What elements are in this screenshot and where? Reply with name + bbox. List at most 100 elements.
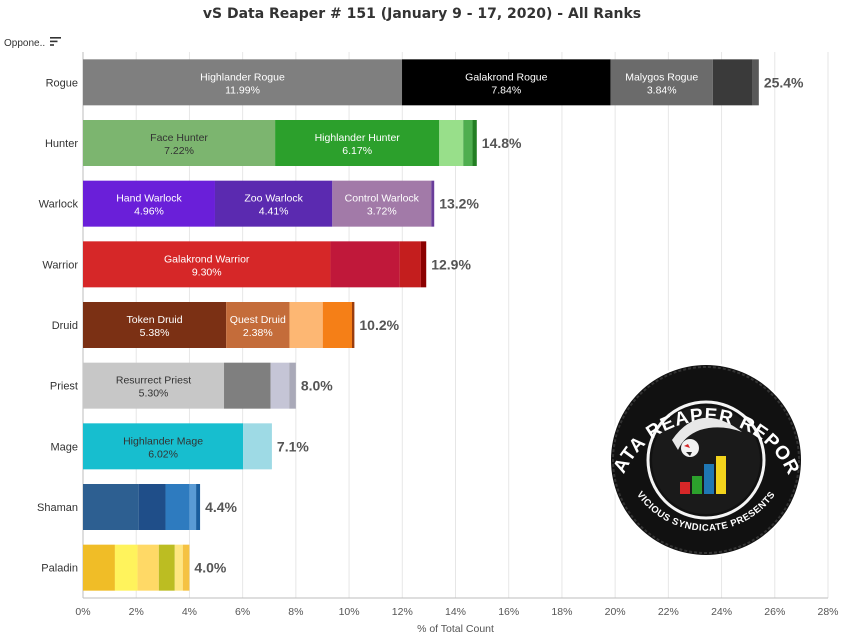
bar-total-label: 12.9% [431,256,471,272]
segment-name-label: Quest Druid [230,314,286,326]
x-tick-label: 10% [339,606,360,618]
x-tick-label: 16% [498,606,519,618]
segment-value-label: 7.84% [491,84,521,96]
segment-value-label: 2.38% [243,327,273,339]
x-tick-label: 14% [445,606,466,618]
bar-segment[interactable] [137,544,159,591]
bar-segment[interactable] [214,180,333,227]
x-tick-label: 18% [551,606,572,618]
bar-segment[interactable] [83,241,331,288]
bar-total-label: 7.1% [277,438,309,454]
segment-value-label: 3.84% [647,84,677,96]
bar-segment[interactable] [158,544,175,591]
bar-segment[interactable] [83,59,403,106]
x-tick-label: 24% [711,606,732,618]
segment-name-label: Token Druid [127,314,183,326]
bar-segment[interactable] [472,120,477,166]
bar-segment[interactable] [224,362,271,409]
bar-segment[interactable] [83,484,139,530]
bar-segment[interactable] [463,120,473,166]
bar-total-label: 13.2% [439,196,479,212]
segment-name-label: Malygos Rogue [625,71,698,83]
bar-segment[interactable] [138,484,166,530]
segment-name-label: Zoo Warlock [244,193,303,205]
category-label: Shaman [37,502,78,514]
segment-value-label: 9.30% [192,266,222,278]
x-tick-label: 0% [75,606,90,618]
segment-name-label: Highlander Mage [123,435,203,447]
segment-name-label: Resurrect Priest [116,375,191,387]
bar-segment[interactable] [322,302,352,348]
bar-segment[interactable] [712,59,753,106]
segment-value-label: 6.17% [342,145,372,157]
bar-total-label: 25.4% [764,74,804,90]
category-label: Warlock [39,199,79,211]
bar-segment[interactable] [226,302,290,348]
category-labels: Rogue 25.4% Hunter 14.8% Warlock 13.2% Warrior… [37,74,804,575]
x-tick-label: 26% [764,606,785,618]
segment-name-label: Face Hunter [150,132,208,144]
bar-segment[interactable] [165,484,190,530]
bar-segment[interactable] [174,544,183,591]
bar-segment[interactable] [83,544,115,591]
segment-name-label: Hand Warlock [116,193,182,205]
x-axis-ticks: 0% 2% 4% 6% 8% 10% 12% 14% 16% 18% 20% 22% 24% 26% 28% [75,606,838,618]
x-axis-title: % of Total Count [417,623,494,635]
bar-segment[interactable] [243,423,272,470]
x-tick-label: 22% [658,606,679,618]
bar-segment[interactable] [196,484,201,530]
bar-segment[interactable] [402,59,611,106]
segment-value-label: 7.22% [164,145,194,157]
category-label: Rogue [46,77,78,89]
bar-segment[interactable] [83,120,276,166]
bar-segment[interactable] [399,241,421,288]
bar-segment[interactable] [351,302,355,348]
segment-value-label: 5.30% [139,388,169,400]
bar-segment[interactable] [431,180,435,227]
segment-name-label: Galakrond Rogue [465,71,547,83]
bar-segment[interactable] [83,302,227,348]
segment-name-label: Galakrond Warrior [164,253,250,265]
bar-segment[interactable] [83,423,244,470]
bar-segment[interactable] [289,362,296,409]
x-tick-label: 12% [392,606,413,618]
bar-segment[interactable] [610,59,713,106]
x-tick-label: 2% [129,606,144,618]
bar-segment[interactable] [420,241,427,288]
x-tick-label: 20% [605,606,626,618]
segment-value-label: 4.41% [259,206,289,218]
bar-segment[interactable] [752,59,759,106]
reaper-emblem-icon [672,417,742,494]
column-header-label[interactable]: Oppone.. [4,38,46,49]
bar-segment[interactable] [330,241,400,288]
x-tick-label: 6% [235,606,250,618]
category-label: Hunter [45,138,78,150]
segment-value-label: 11.99% [225,84,260,96]
segment-value-label: 4.96% [134,206,164,218]
bar-segment[interactable] [332,180,432,227]
segment-name-label: Highlander Hunter [315,132,401,144]
bar-total-label: 14.8% [482,135,522,151]
bar-segment[interactable] [83,362,225,409]
category-label: Warrior [42,259,78,271]
category-label: Priest [50,381,78,393]
bar-total-label: 10.2% [359,317,399,333]
bar-segment[interactable] [114,544,138,591]
bar-total-label: 8.0% [301,378,333,394]
bar-segment[interactable] [189,484,197,530]
category-label: Druid [52,320,78,332]
bar-segment[interactable] [270,362,290,409]
segment-value-label: 6.02% [148,448,178,460]
segment-value-label: 3.72% [367,206,397,218]
bar-segment[interactable] [289,302,323,348]
bar-segment[interactable] [83,180,215,227]
bar-segment[interactable] [182,544,190,591]
bar-segment[interactable] [439,120,464,166]
segment-name-label: Control Warlock [345,193,420,205]
x-tick-label: 28% [817,606,838,618]
bar-segment[interactable] [275,120,440,166]
sort-descending-icon[interactable] [50,37,62,47]
category-label: Mage [50,441,78,453]
